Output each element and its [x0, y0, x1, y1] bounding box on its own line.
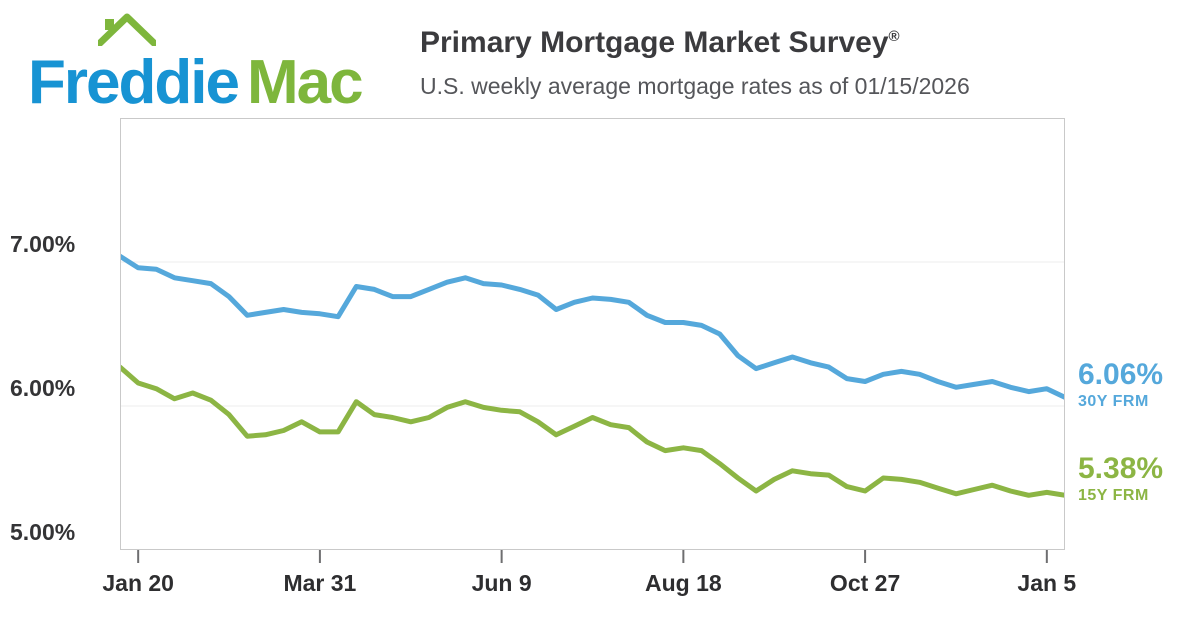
y-axis-label: 5.00% [10, 519, 76, 545]
y-axis-label: 7.00% [10, 231, 76, 257]
page-title-text: Primary Mortgage Market Survey [420, 26, 889, 59]
latest-rate-15y-series: 15Y FRM [1078, 487, 1149, 504]
latest-rate-15y-value: 5.38% [1078, 452, 1164, 485]
latest-rate-30y: 6.06% 30Y FRM [1078, 358, 1163, 411]
x-axis-label: Mar 31 [283, 570, 357, 596]
x-axis-label: Jun 9 [471, 570, 532, 596]
x-axis-label: Aug 18 [645, 570, 722, 596]
latest-rate-15y: 5.38% 15Y FRM [1078, 452, 1163, 505]
page-title: Primary Mortgage Market Survey® [420, 26, 970, 60]
latest-rate-30y-series: 30Y FRM [1078, 393, 1149, 410]
latest-rate-30y-value: 6.06% [1078, 358, 1164, 391]
freddie-mac-logo: Freddie Mac [28, 12, 408, 114]
x-axis-label: Oct 27 [829, 570, 901, 596]
roof-icon [98, 13, 156, 46]
logo-wordmark: Freddie Mac [28, 52, 364, 114]
series-line-30y [120, 253, 1065, 400]
logo-word-mac: Mac [246, 48, 364, 117]
page-subtitle: U.S. weekly average mortgage rates as of… [420, 73, 970, 99]
x-axis-label: Jan 5 [1017, 570, 1077, 596]
plot-border [120, 118, 1065, 550]
header: Primary Mortgage Market Survey® U.S. wee… [420, 26, 970, 100]
series-line-15y [120, 364, 1065, 498]
y-axis-label: 6.00% [10, 375, 76, 401]
registered-mark: ® [888, 28, 900, 45]
logo-word-freddie: Freddie [28, 48, 240, 117]
plot-area [120, 118, 1065, 563]
x-axis-label: Jan 20 [102, 570, 174, 596]
